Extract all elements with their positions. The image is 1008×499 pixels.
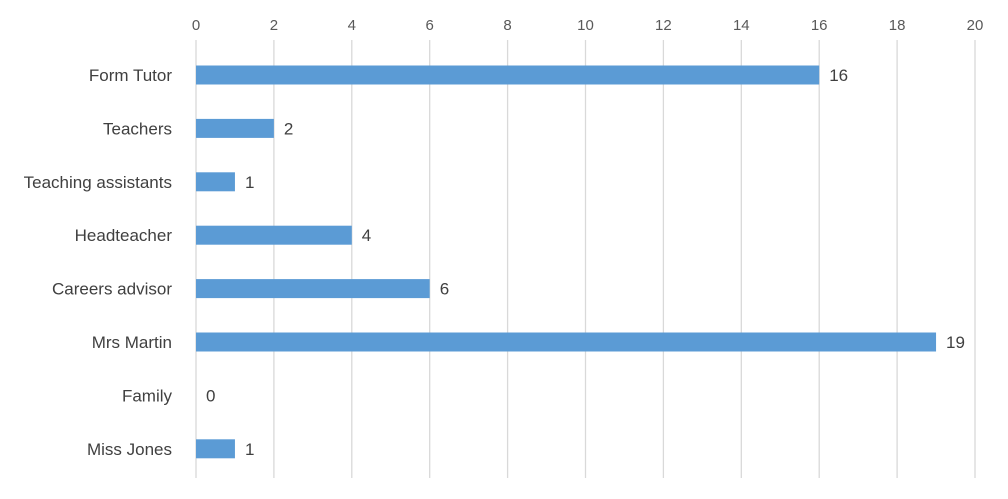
x-tick-label: 10: [577, 17, 594, 34]
x-tick-label: 18: [889, 17, 906, 34]
x-axis-ticks: 0 2 4 6 8 10 12 14 16 18 20: [192, 17, 984, 34]
x-tick-label: 0: [192, 17, 200, 34]
category-label: Careers advisor: [52, 280, 172, 299]
data-label: 1: [245, 173, 254, 192]
data-label: 16: [829, 66, 848, 85]
gridlines: [195, 40, 976, 478]
x-tick-label: 16: [811, 17, 828, 34]
x-tick-label: 12: [655, 17, 672, 34]
x-tick-label: 14: [733, 17, 750, 34]
category-label: Family: [122, 386, 173, 405]
x-tick-label: 20: [967, 17, 984, 34]
data-label: 2: [284, 119, 293, 138]
data-label: 1: [245, 440, 254, 459]
data-label: 4: [362, 226, 371, 245]
category-label: Headteacher: [75, 226, 173, 245]
category-label: Mrs Martin: [92, 333, 172, 352]
bar: [196, 65, 820, 85]
bar: [196, 225, 352, 245]
category-label: Teachers: [103, 119, 172, 138]
data-label: 19: [946, 333, 965, 352]
x-tick-label: 8: [503, 17, 511, 34]
bar: [196, 279, 430, 299]
bar: [196, 439, 235, 459]
x-tick-label: 2: [270, 17, 278, 34]
category-label: Form Tutor: [89, 66, 172, 85]
category-label: Teaching assistants: [24, 173, 172, 192]
x-tick-label: 6: [426, 17, 434, 34]
bars: [196, 65, 937, 459]
category-labels: Form Tutor Teachers Teaching assistants Hea…: [24, 66, 173, 459]
x-tick-label: 4: [348, 17, 356, 34]
bar: [196, 172, 235, 192]
category-label: Miss Jones: [87, 440, 172, 459]
data-label: 6: [440, 280, 449, 299]
bar: [196, 332, 937, 352]
data-label: 0: [206, 386, 215, 405]
bar: [196, 118, 274, 138]
data-labels: 16 2 1 4 6 19 0 1: [206, 66, 965, 459]
